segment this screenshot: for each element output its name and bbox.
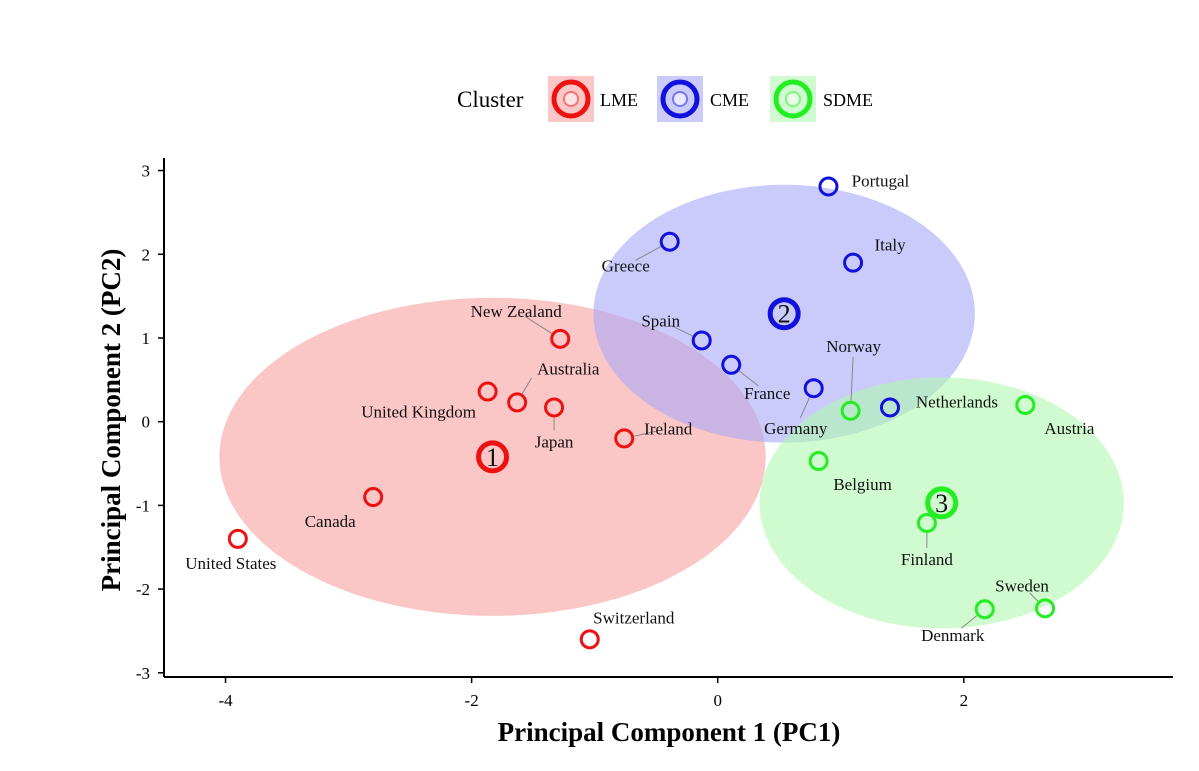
label-canada: Canada — [305, 512, 356, 531]
y-axis-title: Principal Component 2 (PC2) — [96, 249, 126, 592]
leader-france — [738, 370, 759, 387]
point-new-zealand — [550, 328, 571, 349]
point-austria — [1015, 394, 1036, 415]
label-sweden: Sweden — [995, 576, 1049, 595]
legend-key-outer-cme — [660, 79, 700, 119]
label-france: France — [744, 384, 790, 403]
point-spain — [691, 330, 712, 351]
legend-key-inner-sdme — [785, 91, 801, 107]
legend-label-sdme: SDME — [823, 90, 873, 110]
leader-sweden — [1029, 592, 1039, 602]
label-united-states: United States — [185, 554, 276, 573]
point-italy — [843, 252, 864, 273]
point-canada — [363, 487, 384, 508]
x-tick-label: -4 — [218, 691, 233, 710]
label-united-kingdom: United Kingdom — [361, 403, 476, 422]
y-tick-label: -1 — [136, 496, 150, 515]
cluster-ellipses — [219, 184, 1124, 629]
point-france — [721, 354, 742, 375]
label-netherlands: Netherlands — [916, 392, 998, 411]
leader-ireland — [633, 430, 658, 437]
country-labels: New Zealand Australia United Kingdom Japan I… — [185, 171, 1095, 645]
label-leader-lines — [521, 246, 1039, 629]
label-finland: Finland — [901, 550, 953, 569]
point-germany — [803, 378, 824, 399]
legend-label-lme: LME — [600, 90, 638, 110]
label-norway: Norway — [826, 337, 881, 356]
y-tick-label: 3 — [142, 162, 151, 181]
x-axis-ticks: -4 -2 0 2 — [218, 677, 968, 710]
centroid-lme — [476, 440, 510, 474]
point-belgium — [808, 451, 829, 472]
leader-australia — [521, 377, 533, 395]
label-spain: Spain — [641, 311, 680, 330]
y-axis-ticks: -3 -2 -1 0 1 2 3 — [136, 162, 164, 683]
centroid-label-cme: 2 — [778, 300, 791, 329]
centroid-label-sdme: 3 — [935, 489, 948, 518]
leader-greece — [635, 246, 662, 261]
y-tick-label: 2 — [142, 245, 151, 264]
point-portugal — [818, 176, 839, 197]
y-tick-label: 0 — [142, 413, 151, 432]
legend-key-inner-cme — [672, 91, 688, 107]
cluster-ellipse-cme — [593, 184, 975, 443]
label-ireland: Ireland — [644, 419, 693, 438]
label-germany: Germany — [764, 419, 828, 438]
point-greece — [659, 231, 680, 252]
legend: Cluster LME CME SDME — [457, 76, 873, 122]
data-points — [227, 176, 1056, 650]
point-united-states — [227, 528, 248, 549]
label-new-zealand: New Zealand — [471, 302, 563, 321]
cluster-ellipse-sdme — [759, 377, 1124, 629]
point-ireland — [614, 428, 635, 449]
y-tick-label: 1 — [142, 329, 151, 348]
axes — [163, 158, 1173, 678]
label-belgium: Belgium — [833, 475, 892, 494]
centroid-cme — [767, 297, 801, 331]
legend-title: Cluster — [457, 87, 524, 112]
point-australia — [507, 392, 528, 413]
label-denmark: Denmark — [921, 626, 985, 645]
legend-key-outer-lme — [551, 79, 591, 119]
point-denmark — [974, 599, 995, 620]
legend-key-inner-lme — [563, 91, 579, 107]
legend-label-cme: CME — [710, 90, 749, 110]
x-tick-label: 0 — [713, 691, 722, 710]
leader-denmark — [960, 615, 978, 629]
label-australia: Australia — [537, 359, 600, 378]
cluster-centroids: 1 2 3 — [476, 297, 959, 520]
y-tick-label: -2 — [136, 580, 150, 599]
point-finland — [916, 512, 937, 533]
point-switzerland — [579, 629, 600, 650]
x-axis-title: Principal Component 1 (PC1) — [498, 717, 841, 747]
leader-new-zealand — [525, 316, 553, 334]
x-tick-label: 2 — [960, 691, 969, 710]
centroid-sdme — [925, 486, 959, 520]
point-japan — [544, 397, 565, 418]
label-italy: Italy — [874, 236, 906, 255]
label-japan: Japan — [535, 432, 574, 451]
point-sweden — [1035, 598, 1056, 619]
centroid-label-lme: 1 — [486, 443, 499, 472]
y-tick-label: -3 — [136, 664, 150, 683]
point-norway — [840, 400, 861, 421]
label-greece: Greece — [602, 257, 650, 276]
leader-norway — [850, 356, 854, 401]
x-tick-label: -2 — [465, 691, 479, 710]
legend-key-outer-sdme — [773, 79, 813, 119]
label-switzerland: Switzerland — [593, 608, 675, 627]
leader-spain — [670, 324, 693, 337]
point-united-kingdom — [477, 381, 498, 402]
point-netherlands — [879, 397, 900, 418]
label-austria: Austria — [1044, 419, 1095, 438]
label-portugal: Portugal — [852, 171, 910, 190]
leader-germany — [799, 397, 811, 419]
